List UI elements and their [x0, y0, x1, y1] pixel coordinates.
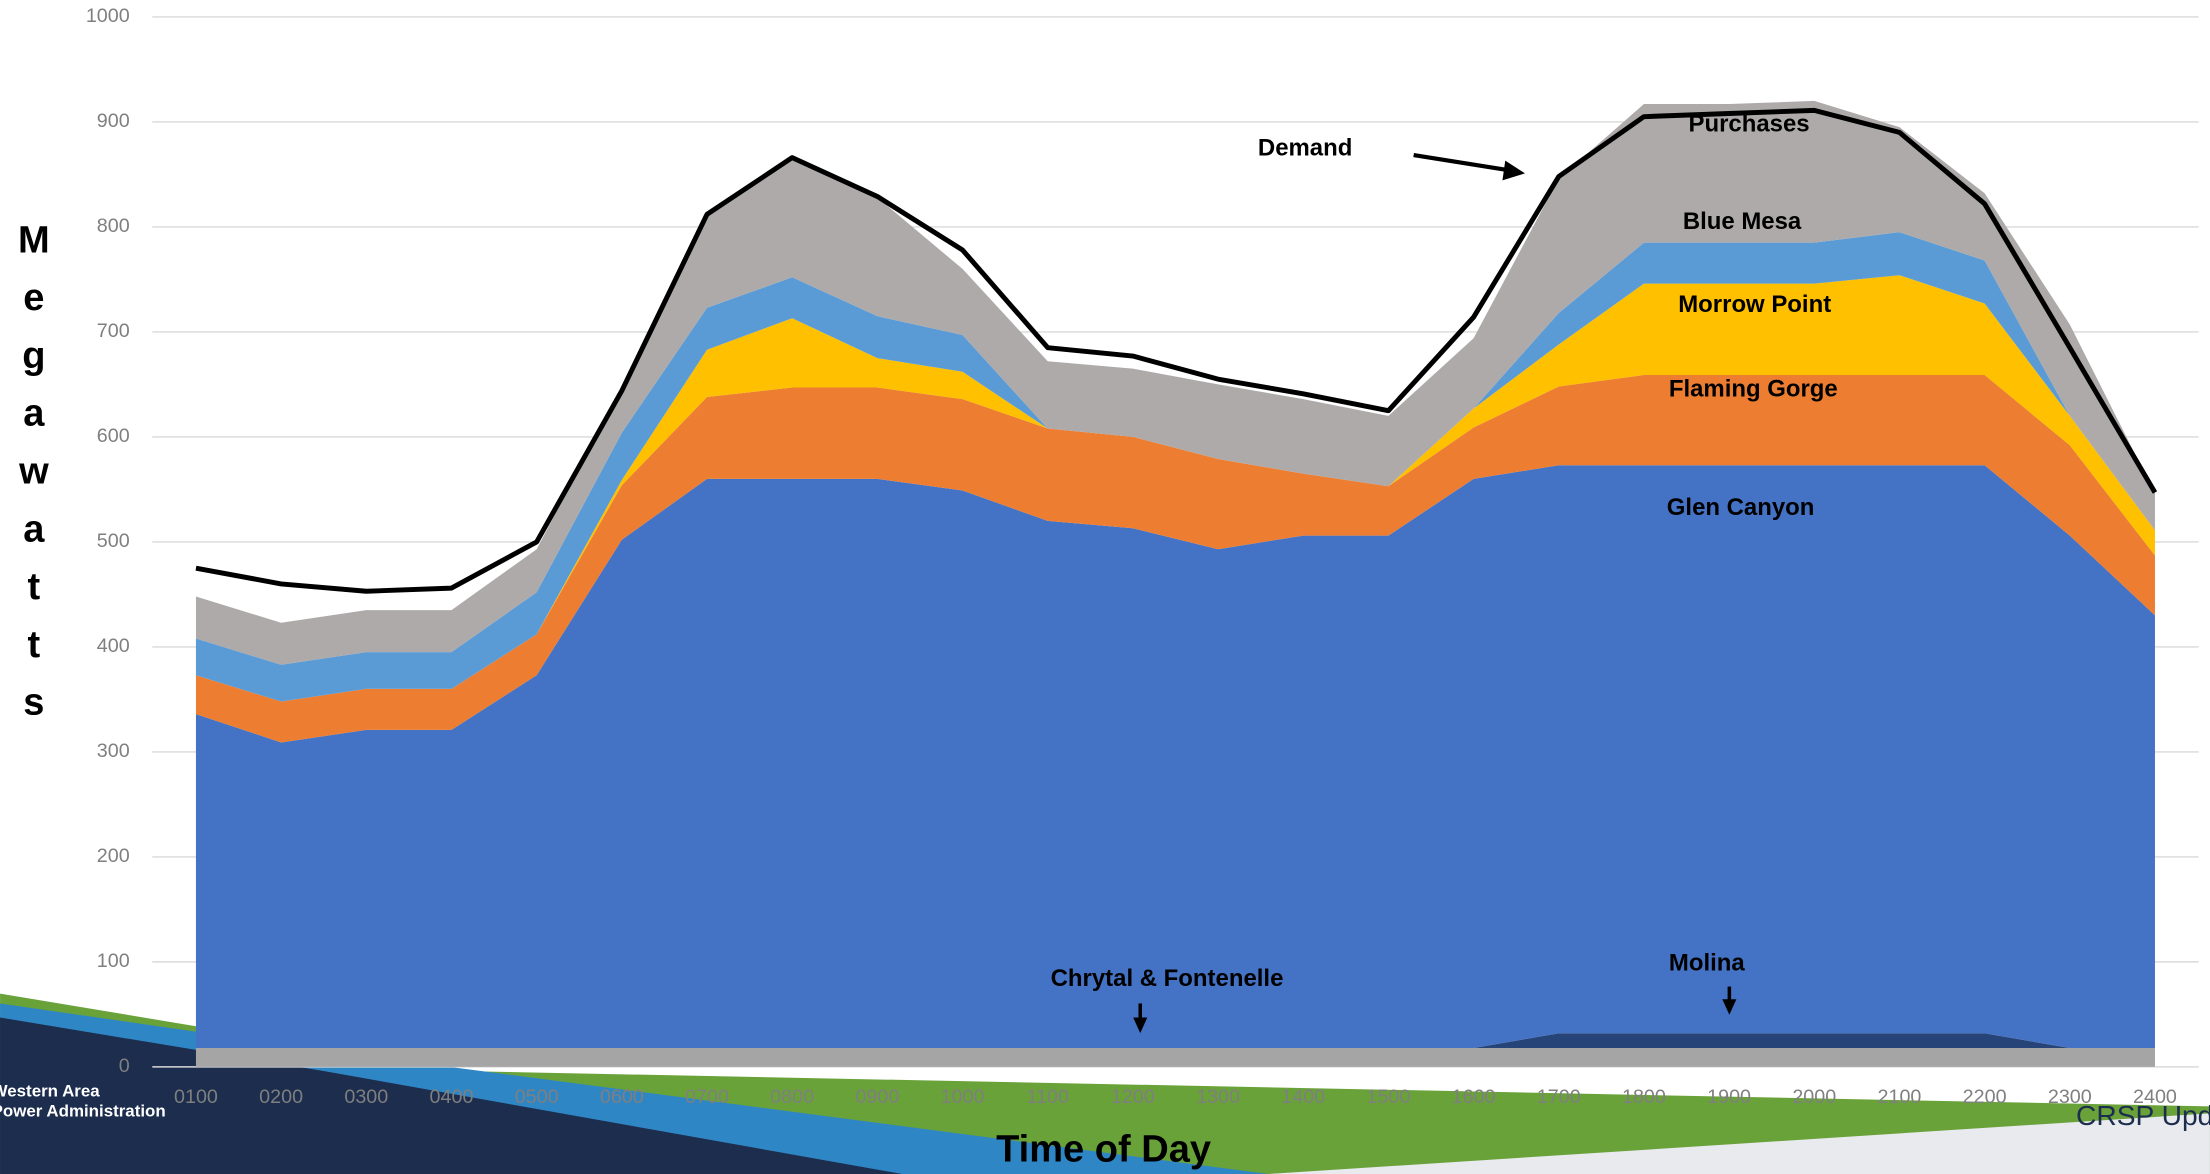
area [195, 275, 2155, 702]
x-tick-label: 1500 [1366, 1086, 1410, 1108]
footer-org: Western Area [0, 1082, 100, 1101]
series-label: Chrytal & Fontenelle [1051, 965, 1284, 992]
series-label: Purchases [1689, 111, 1810, 138]
x-tick-label: 1800 [1622, 1086, 1666, 1108]
y-tick-label: 900 [97, 110, 130, 132]
arrow-head [1722, 999, 1737, 1015]
x-tick-label: 2000 [1792, 1086, 1836, 1108]
footer-org: Power Administration [0, 1101, 166, 1120]
series-label: Glen Canyon [1667, 494, 1815, 521]
x-tick-label: 1100 [1027, 1086, 1069, 1108]
y-tick-label: 600 [97, 425, 130, 447]
line [195, 107, 2158, 594]
series-label: Demand [1258, 135, 1352, 162]
area [195, 100, 2155, 665]
y-tick-label: 100 [97, 950, 130, 972]
area [195, 374, 2155, 743]
x-tick-label: 0800 [770, 1086, 814, 1108]
x-tick-label: 0400 [430, 1086, 474, 1108]
y-tick-label: 0 [119, 1055, 130, 1077]
footer-right: CRSP Update [2076, 1099, 2210, 1131]
x-tick-label: 2300 [2048, 1086, 2092, 1108]
arrow-head [1133, 1017, 1148, 1034]
x-tick-label: 1200 [1111, 1086, 1155, 1108]
x-tick-label: 0200 [259, 1086, 303, 1108]
arrow [1413, 152, 1512, 173]
x-tick-label: 0600 [600, 1086, 644, 1108]
x-tick-label: 1700 [1537, 1086, 1581, 1108]
x-tick-label: 1300 [1196, 1086, 1240, 1108]
area [195, 1047, 2155, 1067]
area [195, 1033, 2155, 1048]
x-tick-label: 2100 [1878, 1086, 1922, 1108]
x-tick-label: 2400 [2133, 1086, 2177, 1108]
area [195, 465, 2155, 1048]
arrow-head [1502, 160, 1525, 181]
series-label: Flaming Gorge [1669, 376, 1838, 403]
x-tick-label: 2200 [1963, 1086, 2007, 1108]
x-tick-label: 0900 [855, 1086, 899, 1108]
y-tick-label: 700 [97, 320, 130, 342]
y-tick-label: 300 [97, 740, 130, 762]
x-tick-label: 1900 [1707, 1086, 1751, 1108]
x-tick-label: 1400 [1281, 1086, 1325, 1108]
series-label: Blue Mesa [1683, 208, 1802, 235]
x-tick-label: 0700 [685, 1086, 729, 1108]
y-tick-label: 800 [97, 215, 130, 237]
series-label: Morrow Point [1678, 291, 1831, 318]
x-tick-label: 0300 [344, 1086, 388, 1108]
x-tick-label: 1600 [1452, 1086, 1496, 1108]
y-tick-label: 1000 [86, 5, 130, 27]
x-tick-label: 1000 [941, 1086, 985, 1108]
y-tick-label: 200 [97, 845, 130, 867]
area [195, 232, 2155, 702]
x-tick-label: 0500 [515, 1086, 559, 1108]
x-axis-label: Time of Day [996, 1128, 1211, 1170]
y-tick-label: 500 [97, 530, 130, 552]
x-tick-label: 0100 [174, 1086, 218, 1108]
series-label: Molina [1669, 949, 1745, 976]
y-tick-label: 400 [97, 635, 130, 657]
